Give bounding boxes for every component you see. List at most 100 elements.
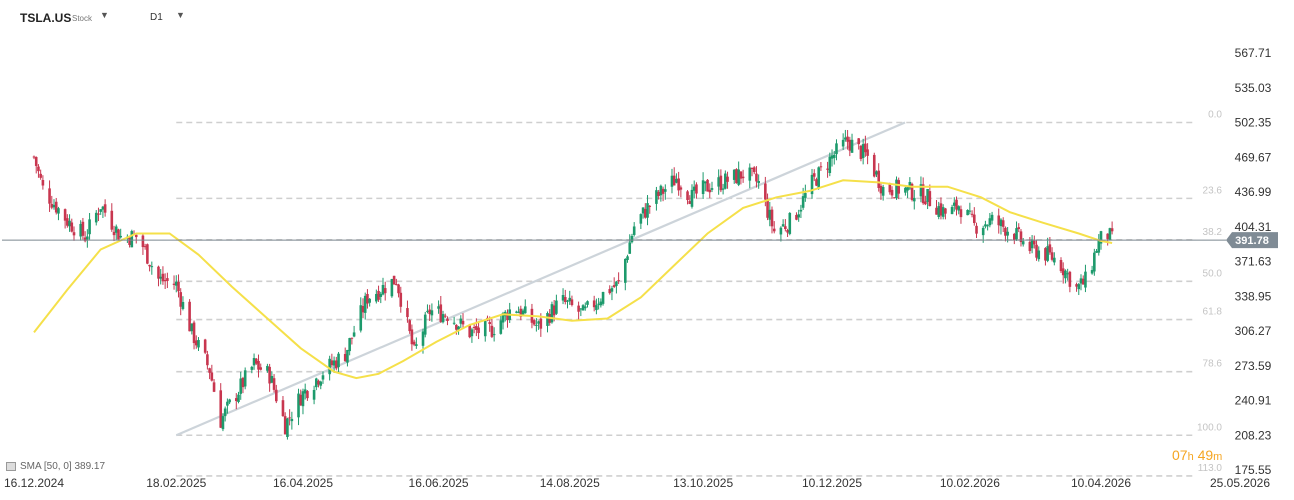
candle-body bbox=[472, 327, 476, 329]
candle-body bbox=[86, 236, 89, 240]
candle-body bbox=[664, 189, 667, 192]
sma-line bbox=[33, 179, 1113, 380]
candle-body bbox=[32, 156, 36, 158]
candle-body bbox=[888, 184, 892, 193]
candle-body bbox=[1075, 284, 1078, 287]
date-tick-label: 16.12.2024 bbox=[4, 476, 64, 490]
candle-body bbox=[321, 375, 325, 380]
candle-body bbox=[1053, 257, 1056, 263]
candle-body bbox=[924, 201, 927, 205]
time-axis[interactable]: 16.12.2024 18.02.2025 16.04.2025 16.06.2025… bbox=[4, 476, 1270, 490]
candle-body bbox=[628, 242, 632, 254]
candle-body bbox=[1097, 240, 1101, 253]
candle-body bbox=[835, 143, 838, 155]
symbol-caret-down-icon[interactable]: ▼ bbox=[100, 10, 109, 20]
candle-body bbox=[499, 320, 503, 334]
candle-body bbox=[768, 209, 772, 220]
candle-body bbox=[910, 183, 914, 200]
candle-body bbox=[1021, 241, 1025, 245]
fibonacci-retracement[interactable]: 0.0 23.6 38.2 50.0 61.8 78.6 100.0 113.0 bbox=[176, 110, 1222, 477]
candle-body bbox=[114, 226, 118, 233]
date-tick-label: 13.10.2025 bbox=[673, 476, 733, 490]
candle-body bbox=[174, 281, 178, 286]
candle-body bbox=[690, 189, 694, 207]
candle-body bbox=[552, 305, 556, 316]
price-tick-label: 338.95 bbox=[1235, 289, 1272, 303]
candle-body bbox=[328, 358, 331, 375]
candle-body bbox=[928, 191, 932, 207]
candle-body bbox=[39, 173, 42, 178]
current-price-layer: 391.78 bbox=[2, 232, 1278, 249]
candle-body bbox=[1090, 270, 1094, 274]
candle-body bbox=[639, 214, 643, 224]
candle-body bbox=[163, 280, 167, 282]
candle-body bbox=[626, 256, 629, 260]
indicator-legend[interactable]: SMA [50, 0] 389.17 bbox=[6, 461, 105, 472]
trendline-layer[interactable] bbox=[175, 121, 906, 437]
timeframe-selector[interactable]: D1 bbox=[150, 12, 163, 23]
candle-body bbox=[299, 394, 303, 406]
candle-body bbox=[490, 325, 494, 337]
candle-body bbox=[826, 168, 829, 170]
candle-body bbox=[381, 284, 385, 295]
candle-body bbox=[659, 185, 663, 196]
candle-body bbox=[250, 366, 254, 370]
candle-body bbox=[395, 284, 398, 286]
candle-body bbox=[1079, 278, 1083, 284]
price-axis[interactable]: 567.71 535.03 502.35 469.67 436.99 404.31 371.… bbox=[1235, 46, 1272, 477]
candle-body bbox=[841, 139, 845, 147]
candle-body bbox=[750, 167, 754, 169]
candle-body bbox=[306, 391, 309, 399]
candle-body bbox=[281, 400, 285, 417]
candle-body bbox=[941, 207, 945, 217]
candle-body bbox=[592, 300, 596, 308]
candle-body bbox=[935, 207, 938, 215]
candle-body bbox=[437, 306, 440, 309]
timeframe-caret-down-icon[interactable]: ▼ bbox=[176, 10, 185, 20]
candle-body bbox=[177, 281, 180, 292]
candle-body bbox=[197, 339, 200, 348]
candle-body bbox=[206, 354, 209, 366]
candle-body bbox=[348, 338, 351, 352]
price-tick-label: 273.59 bbox=[1235, 359, 1272, 373]
fib-level-label: 0.0 bbox=[1208, 110, 1222, 121]
candle-body bbox=[599, 301, 603, 306]
candle-body bbox=[919, 184, 923, 197]
candle-body bbox=[430, 310, 434, 316]
trendline[interactable] bbox=[175, 121, 906, 437]
candle-body bbox=[288, 417, 291, 419]
candle-body bbox=[695, 184, 698, 194]
price-tick-label: 404.31 bbox=[1235, 220, 1272, 234]
candle-body bbox=[426, 310, 429, 312]
date-tick-label: 18.02.2025 bbox=[146, 476, 206, 490]
candle-body bbox=[99, 209, 102, 212]
candle-body bbox=[392, 275, 396, 285]
candle-body bbox=[661, 188, 665, 194]
candle-body bbox=[970, 213, 974, 215]
countdown-minutes: 49 bbox=[1197, 447, 1214, 463]
candle-body bbox=[452, 322, 456, 324]
candle-body bbox=[704, 181, 707, 184]
candle-body bbox=[786, 230, 789, 233]
candle-body bbox=[937, 206, 941, 217]
candle-body bbox=[757, 181, 760, 184]
candle-body bbox=[1081, 278, 1085, 285]
candle-body bbox=[859, 145, 863, 159]
candle-body bbox=[226, 401, 229, 406]
candle-body bbox=[290, 418, 294, 422]
candle-body bbox=[546, 313, 549, 326]
candle-body bbox=[959, 209, 963, 218]
candle-body bbox=[523, 306, 527, 314]
candle-body bbox=[921, 184, 925, 204]
date-tick-label: 16.06.2025 bbox=[409, 476, 469, 490]
candle-body bbox=[488, 322, 491, 325]
candle-body bbox=[692, 186, 696, 191]
candle-body bbox=[72, 232, 76, 236]
candle-body bbox=[1037, 250, 1041, 260]
symbol-label[interactable]: TSLA.US bbox=[20, 11, 72, 25]
candle-body bbox=[990, 214, 994, 221]
candle-body bbox=[239, 378, 243, 394]
indicator-icon[interactable] bbox=[6, 462, 16, 471]
candle-body bbox=[188, 301, 191, 332]
